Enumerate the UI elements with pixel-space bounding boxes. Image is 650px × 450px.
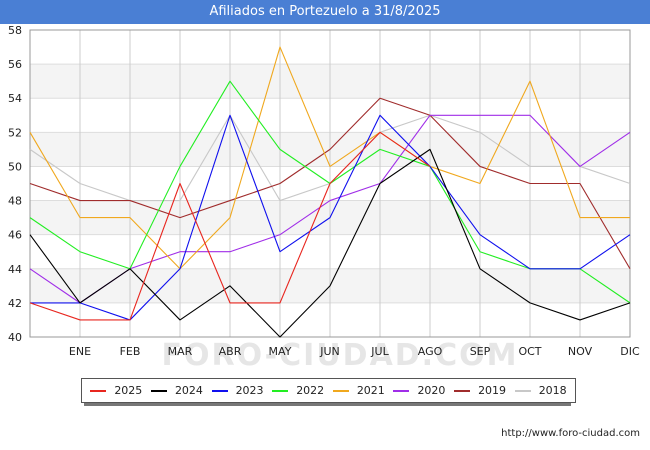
line-chart: FORO-CIUDAD.COM 40 42 44 46 48 50 52 54 56 58 ENE FE… [8,24,640,373]
legend-item-2020: 2020 [393,384,445,397]
y-tick-label: 52 [8,126,22,139]
legend-swatch [514,389,531,392]
legend-label: 2019 [478,384,507,397]
legend-item-2024: 2024 [150,384,203,397]
y-tick-label: 54 [8,92,22,105]
y-tick-label: 42 [8,297,22,310]
legend-label: 2020 [417,384,446,397]
legend-item-2025: 2025 [90,384,142,397]
legend-swatch [332,389,349,392]
legend-item-2022: 2022 [272,384,324,397]
legend-label: 2023 [235,384,264,397]
title-bar [0,0,650,24]
legend-label: 2025 [114,384,143,397]
series-line-2025 [29,131,431,321]
x-tick-label: AGO [418,345,443,358]
legend-label: 2022 [296,384,325,397]
legend-item-2019: 2019 [454,384,506,397]
chart-title: Afiliados en Portezuelo a 31/8/2025 [209,4,441,19]
legend-label: 2024 [174,384,203,397]
legend-item-2018: 2018 [514,384,567,397]
x-tick-label: SEP [470,345,491,358]
legend-swatch [454,389,471,392]
y-tick-label: 46 [8,229,22,242]
series-line-2021 [29,46,630,270]
legend-swatch [150,389,167,392]
x-tick-label: MAY [269,345,292,358]
legend-label: 2021 [356,384,385,397]
x-tick-label: JUN [319,345,340,358]
y-tick-label: 48 [8,195,22,208]
x-tick-label: ABR [219,345,242,358]
y-tick-label: 58 [8,24,22,37]
legend-swatch [211,389,228,392]
x-tick-label: OCT [518,345,541,358]
legend-swatch [272,389,289,392]
legend-swatch [393,389,410,392]
source-credit: http://www.foro-ciudad.com [501,428,640,439]
x-tick-label: MAR [168,345,193,358]
y-tick-label: 56 [8,58,22,71]
legend-item-2023: 2023 [211,384,264,397]
y-tick-label: 44 [8,263,22,276]
series-line-2024 [29,148,631,338]
legend-label: 2018 [538,384,567,397]
legend-swatch [90,389,107,392]
legend-item-2021: 2021 [332,384,385,397]
y-tick-label: 40 [8,331,22,344]
legend: 2025 2024 2023 2022 2021 2020 2019 2018 [81,378,576,403]
x-tick-label: JUL [370,345,389,358]
x-tick-label: NOV [568,345,593,358]
x-tick-label: DIC [620,345,640,358]
watermark: FORO-CIUDAD.COM [162,338,519,373]
x-tick-label: ENE [69,345,91,358]
y-tick-label: 50 [8,160,22,173]
x-tick-label: FEB [120,345,141,358]
series-line-2019 [29,97,631,270]
